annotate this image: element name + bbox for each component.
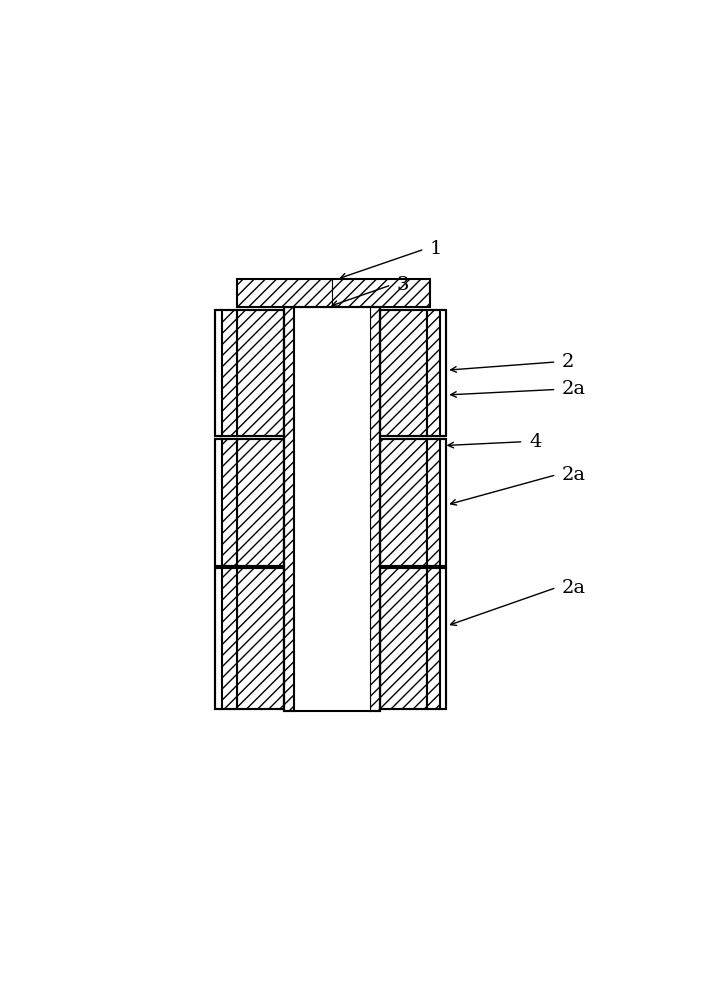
Bar — [237, 279, 430, 307]
Bar — [427, 310, 441, 436]
Bar — [215, 439, 284, 566]
Bar — [221, 568, 237, 709]
Bar — [439, 568, 447, 709]
Bar — [381, 439, 447, 566]
Text: 2a: 2a — [562, 466, 586, 484]
Bar — [215, 568, 222, 709]
Bar — [284, 307, 294, 711]
Bar — [215, 439, 222, 566]
Bar — [237, 310, 284, 436]
Text: 2a: 2a — [562, 579, 586, 597]
Text: 4: 4 — [529, 433, 541, 451]
Text: 2a: 2a — [562, 380, 586, 398]
Bar — [221, 439, 237, 566]
Text: 1: 1 — [430, 240, 442, 258]
Bar — [221, 310, 237, 436]
Bar — [439, 310, 447, 436]
Bar — [381, 310, 427, 436]
Bar — [215, 310, 222, 436]
Bar — [381, 568, 427, 709]
Bar — [439, 439, 447, 566]
Bar — [215, 310, 284, 436]
Bar — [381, 568, 447, 709]
Bar — [427, 568, 441, 709]
Bar — [381, 310, 447, 436]
Text: 3: 3 — [397, 276, 410, 294]
Bar — [381, 439, 427, 566]
Bar — [237, 568, 284, 709]
Bar — [284, 307, 381, 711]
Text: 2: 2 — [562, 353, 574, 371]
Bar — [237, 439, 284, 566]
Bar — [215, 568, 284, 709]
Bar — [371, 307, 381, 711]
Bar — [294, 307, 371, 711]
Bar — [427, 439, 441, 566]
